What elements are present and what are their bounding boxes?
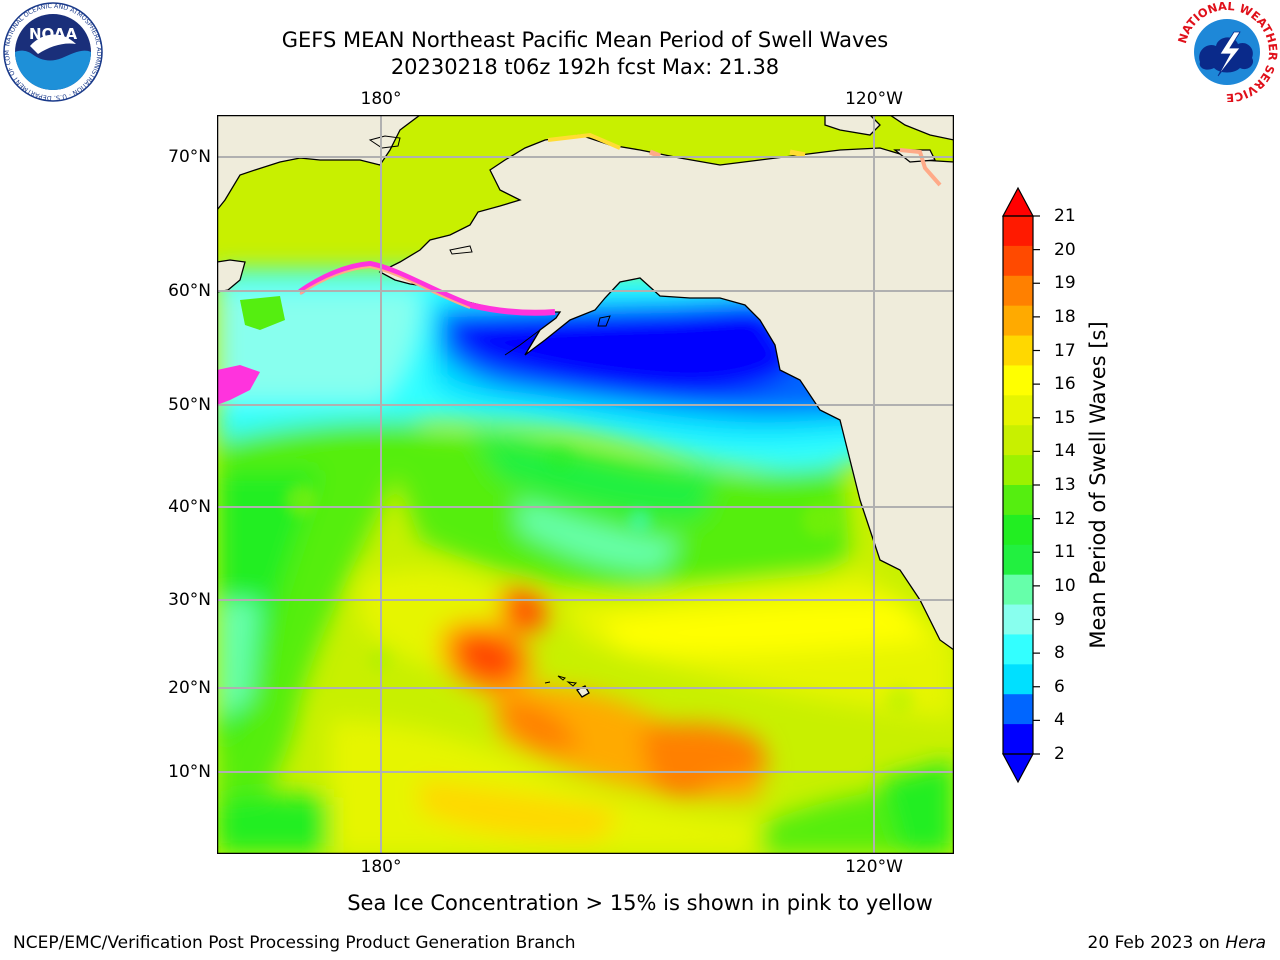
colorbar-tick-label: 16 (1054, 374, 1076, 395)
lat-label-30n: 30°N (168, 590, 211, 610)
nws-logo: NATIONAL WEATHER SERVICE (1176, 2, 1278, 102)
colorbar-band (1003, 425, 1033, 456)
colorbar-band (1003, 634, 1033, 665)
landmass (217, 115, 954, 698)
colorbar (1001, 186, 1040, 784)
lon-label-bottom-120w: 120°W (845, 857, 903, 877)
lat-label-40n: 40°N (168, 497, 211, 517)
colorbar-tick-label: 4 (1054, 710, 1065, 731)
colorbar-band (1003, 455, 1033, 486)
colorbar-bands (1003, 216, 1033, 755)
colorbar-tick-label: 12 (1054, 508, 1076, 529)
colorbar-band (1003, 365, 1033, 396)
noaa-logo: NATIONAL OCEANIC AND ATMOSPHERIC ADMINIS… (2, 2, 103, 102)
lat-label-70n: 70°N (168, 147, 211, 167)
lat-label-20n: 20°N (168, 678, 211, 698)
lat-label-10n: 10°N (168, 762, 211, 782)
colorbar-tick-label: 19 (1054, 273, 1076, 294)
footer-machine: Hera (1225, 933, 1266, 953)
colorbar-tick-label: 9 (1054, 609, 1065, 630)
colorbar-band (1003, 335, 1033, 366)
colorbar-band (1003, 544, 1033, 576)
colorbar-tick-label: 13 (1054, 475, 1076, 495)
colorbar-band (1003, 275, 1033, 307)
lon-label-top-180: 180° (360, 89, 402, 109)
colorbar-band (1003, 574, 1033, 606)
lon-label-top-120w: 120°W (845, 89, 903, 109)
colorbar-tick-label: 14 (1054, 441, 1076, 462)
sea-ice (217, 132, 942, 405)
footer-date: 20 Feb 2023 on (1087, 933, 1226, 953)
footer-right: 20 Feb 2023 on Hera (1088, 933, 1266, 953)
colorbar-band (1003, 485, 1033, 516)
colorbar-tick-label: 15 (1054, 407, 1076, 428)
colorbar-tick-label: 18 (1054, 306, 1076, 327)
colorbar-tick-label: 8 (1054, 643, 1065, 664)
lat-label-60n: 60°N (168, 281, 211, 301)
map-frame (217, 115, 954, 854)
colorbar-band (1003, 694, 1033, 725)
colorbar-title: Mean Period of Swell Waves [s] (1086, 321, 1110, 649)
colorbar-band (1003, 305, 1033, 337)
colorbar-tick-label: 11 (1054, 542, 1076, 563)
colorbar-band (1003, 395, 1033, 426)
colorbar-tick-label: 10 (1054, 575, 1076, 596)
colorbar-band (1003, 514, 1033, 546)
colorbar-band (1003, 664, 1033, 695)
graticule (217, 115, 954, 854)
chart-title: GEFS MEAN Northeast Pacific Mean Period … (281, 28, 889, 52)
colorbar-under-triangle (1001, 753, 1035, 784)
swell-period-map (217, 115, 954, 854)
sea-ice-note: Sea Ice Concentration > 15% is shown in … (347, 891, 933, 915)
colorbar-tick-label: 2 (1054, 744, 1065, 764)
footer-left: NCEP/EMC/Verification Post Processing Pr… (13, 933, 576, 953)
colorbar-band (1003, 604, 1033, 635)
colorbar-band (1003, 724, 1033, 755)
colorbar-tick-label: 20 (1054, 239, 1076, 260)
colorbar-over-triangle (1001, 186, 1035, 217)
lat-label-50n: 50°N (168, 395, 211, 415)
chart-subtitle: 20230218 t06z 192h fcst Max: 21.38 (390, 55, 780, 79)
colorbar-band (1003, 245, 1033, 277)
noaa-logo-text: NOAA (29, 25, 78, 43)
colorbar-tick-label: 17 (1054, 340, 1076, 361)
colorbar-tick-label: 6 (1054, 676, 1065, 697)
colorbar-tick-label: 21 (1054, 206, 1076, 226)
lon-label-bottom-180: 180° (360, 857, 402, 877)
colorbar-band (1003, 216, 1033, 247)
